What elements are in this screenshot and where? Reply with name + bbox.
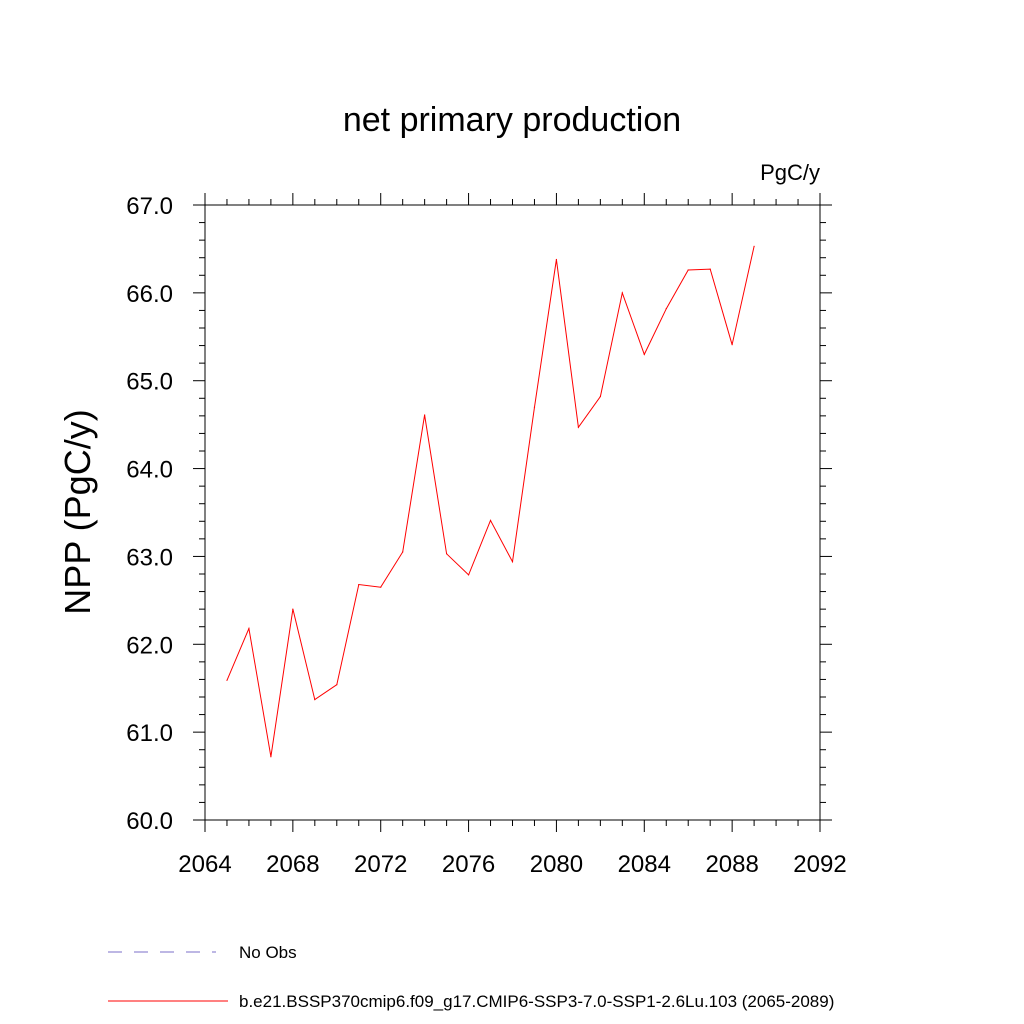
y-tick-label: 62.0	[126, 632, 173, 659]
data-point	[753, 245, 755, 247]
x-tick-labels: 2064 2068 2072 2076 2080 2084 2088 2092	[178, 851, 846, 878]
data-point	[292, 608, 294, 610]
legend-label-no-obs: No Obs	[239, 943, 297, 962]
series-line-0	[226, 246, 755, 757]
legend-label-model-run: b.e21.BSSP370cmip6.f09_g17.CMIP6-SSP3-7.…	[239, 992, 834, 1011]
data-point	[270, 756, 272, 758]
data-point	[380, 586, 382, 588]
data-point	[687, 269, 689, 271]
data-point	[446, 553, 448, 555]
units-label: PgC/y	[760, 160, 820, 185]
data-point	[555, 258, 558, 261]
data-point	[709, 268, 711, 270]
data-point	[424, 414, 426, 416]
y-tick-label: 67.0	[126, 193, 173, 220]
y-tick-label: 63.0	[126, 544, 173, 571]
data-point	[358, 583, 360, 586]
data-point	[314, 699, 316, 701]
data-point	[402, 551, 404, 553]
data-point	[599, 395, 601, 398]
x-tick-label: 2068	[266, 851, 319, 878]
data-point	[621, 292, 623, 294]
y-tick-label: 60.0	[126, 808, 173, 835]
series-layer	[226, 245, 755, 758]
legend: No Obs b.e21.BSSP370cmip6.f09_g17.CMIP6-…	[108, 943, 834, 1011]
data-point	[577, 426, 579, 428]
axis-ticks	[193, 193, 832, 832]
data-point	[248, 627, 250, 630]
data-point	[511, 561, 514, 563]
y-tick-labels: 60.0 61.0 62.0 63.0 64.0 65.0 66.0 67.0	[126, 193, 173, 835]
data-point	[467, 574, 470, 576]
data-point	[489, 519, 492, 522]
x-tick-label: 2072	[354, 851, 407, 878]
x-tick-label: 2076	[442, 851, 495, 878]
data-point	[731, 344, 733, 346]
data-point	[533, 406, 536, 408]
data-point	[665, 308, 667, 310]
x-tick-label: 2092	[793, 851, 846, 878]
y-tick-label: 64.0	[126, 457, 173, 484]
x-tick-label: 2084	[618, 851, 671, 878]
x-tick-label: 2064	[178, 851, 231, 878]
y-tick-label: 65.0	[126, 369, 173, 396]
y-tick-label: 66.0	[126, 281, 173, 308]
x-tick-label: 2080	[530, 851, 583, 878]
x-tick-label: 2088	[705, 851, 758, 878]
data-point	[226, 679, 228, 681]
y-tick-label: 61.0	[126, 720, 173, 747]
plot-frame	[204, 204, 821, 821]
chart-title: net primary production	[343, 101, 681, 139]
y-axis-title: NPP (PgC/y)	[57, 409, 98, 614]
data-point	[336, 684, 338, 686]
data-point	[643, 353, 645, 355]
